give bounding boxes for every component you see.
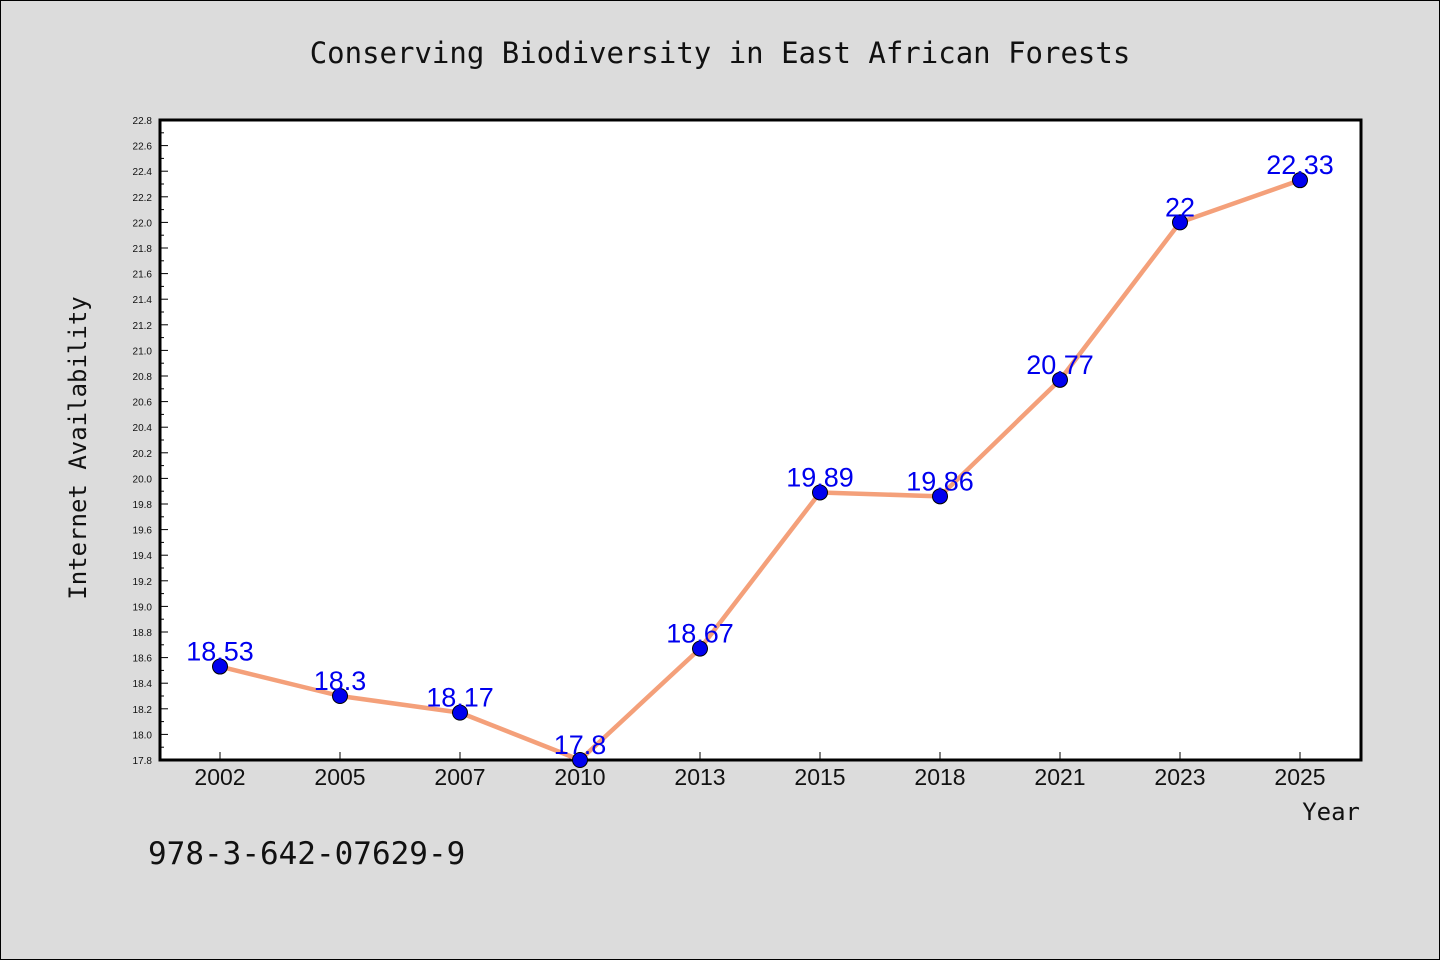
data-label: 19.89 [786, 462, 854, 492]
x-axis: 2002 2005 2007 2010 2013 2015 2018 2021 2023 2025 [194, 752, 1326, 790]
y-tick-label: 22.0 [133, 218, 153, 229]
data-label: 18.3 [314, 666, 367, 696]
y-tick-label: 20.4 [133, 423, 153, 434]
y-tick-label: 21.4 [133, 295, 153, 306]
x-tick-label: 2018 [914, 764, 965, 790]
y-tick-label: 19.6 [133, 526, 153, 537]
y-tick-label: 20.0 [133, 474, 153, 485]
x-tick-label: 2025 [1274, 764, 1325, 790]
x-tick-label: 2015 [794, 764, 845, 790]
x-tick-label: 2013 [674, 764, 725, 790]
data-label: 19.86 [906, 466, 974, 496]
y-tick-label: 20.8 [133, 372, 153, 383]
y-tick-label: 19.2 [133, 577, 153, 588]
y-tick-label: 19.4 [133, 551, 153, 562]
x-tick-label: 2007 [434, 764, 485, 790]
chart-title: Conserving Biodiversity in East African … [310, 36, 1131, 70]
data-label: 22.33 [1266, 150, 1334, 180]
y-tick-label: 21.8 [133, 244, 153, 255]
data-label: 18.67 [666, 619, 734, 649]
x-tick-label: 2023 [1154, 764, 1205, 790]
data-point [932, 488, 948, 505]
data-point [1292, 172, 1308, 189]
y-tick-label: 20.6 [133, 398, 153, 409]
y-tick-label: 22.6 [133, 142, 153, 153]
y-tick-label: 18.0 [133, 730, 153, 741]
series-line [217, 177, 1303, 763]
data-label: 17.8 [554, 730, 607, 760]
y-tick-label: 21.0 [133, 346, 153, 357]
plot-area [158, 118, 1363, 762]
data-label: 18.53 [186, 637, 254, 667]
y-tick-label: 20.2 [133, 449, 153, 460]
data-point [1052, 371, 1068, 388]
x-tick-label: 2002 [194, 764, 245, 790]
footer-isbn: 978-3-642-07629-9 [148, 836, 465, 872]
y-tick-label: 19.0 [133, 602, 153, 613]
y-axis-label: Internet Availability [64, 296, 92, 599]
series-group: 18.53 18.3 18.17 17.8 18.67 19.89 19.86 20.77 22… [186, 150, 1334, 768]
y-tick-label: 18.8 [133, 628, 153, 639]
data-point [812, 484, 828, 501]
x-tick-label: 2010 [554, 764, 605, 790]
data-point [1172, 214, 1188, 231]
data-point [212, 658, 228, 675]
y-tick-label: 21.2 [133, 321, 153, 332]
y-tick-label: 19.8 [133, 500, 153, 511]
y-tick-label: 18.2 [133, 705, 153, 716]
data-label: 18.17 [426, 683, 494, 713]
y-tick-label: 22.4 [133, 167, 153, 178]
data-point [452, 704, 468, 721]
data-label: 20.77 [1026, 350, 1094, 380]
x-axis-label: Year [1302, 798, 1360, 826]
data-point [572, 752, 588, 768]
y-tick-label: 22.2 [133, 193, 153, 204]
data-point [332, 688, 348, 704]
data-point [692, 640, 708, 657]
y-tick-label: 22.8 [133, 116, 153, 127]
y-tick-label: 21.6 [133, 270, 153, 281]
x-tick-label: 2021 [1034, 764, 1085, 790]
x-tick-label: 2005 [314, 764, 365, 790]
y-axis: 17.8 18.0 18.2 18.4 18.6 18.8 19.0 19.2 19.4 19.6… [133, 116, 168, 767]
y-tick-label: 18.6 [133, 654, 153, 665]
data-label: 22 [1165, 192, 1195, 222]
y-tick-label: 18.4 [133, 679, 153, 690]
y-tick-label: 17.8 [133, 756, 153, 767]
